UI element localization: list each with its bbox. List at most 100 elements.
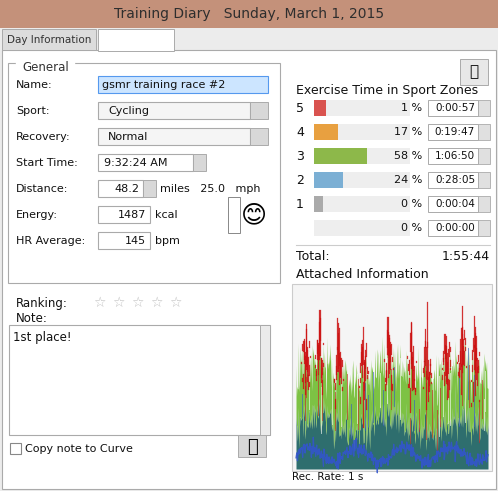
FancyBboxPatch shape: [314, 196, 410, 212]
FancyBboxPatch shape: [238, 435, 266, 457]
FancyBboxPatch shape: [314, 172, 410, 188]
Text: 0:00:57: 0:00:57: [435, 103, 475, 113]
FancyBboxPatch shape: [0, 0, 498, 28]
FancyBboxPatch shape: [428, 100, 478, 116]
FancyBboxPatch shape: [478, 124, 490, 140]
FancyBboxPatch shape: [8, 63, 280, 283]
Text: ☆: ☆: [131, 296, 143, 310]
FancyBboxPatch shape: [98, 76, 268, 93]
FancyBboxPatch shape: [9, 325, 270, 435]
Text: 9:32:24 AM: 9:32:24 AM: [104, 158, 167, 168]
Text: 0:00:00: 0:00:00: [435, 223, 475, 233]
FancyBboxPatch shape: [10, 443, 21, 454]
Text: 1:06:50: 1:06:50: [435, 151, 475, 161]
FancyBboxPatch shape: [314, 172, 343, 188]
Text: ▼: ▼: [197, 164, 201, 168]
Text: 58 %: 58 %: [394, 151, 422, 161]
Text: Normal: Normal: [108, 132, 148, 142]
Text: miles   25.0   mph: miles 25.0 mph: [160, 184, 260, 194]
FancyBboxPatch shape: [314, 148, 367, 164]
FancyBboxPatch shape: [250, 128, 268, 145]
Text: ▼: ▼: [262, 427, 268, 433]
Text: ▲: ▲: [482, 151, 486, 156]
FancyBboxPatch shape: [98, 232, 150, 249]
Text: 1 %: 1 %: [401, 103, 422, 113]
Text: Exercise 1: Exercise 1: [108, 36, 164, 46]
Text: Ranking:: Ranking:: [16, 297, 68, 309]
Text: Name:: Name:: [16, 80, 53, 90]
Text: 0 %: 0 %: [401, 199, 422, 209]
Text: 1487: 1487: [118, 210, 146, 220]
FancyBboxPatch shape: [98, 154, 193, 171]
Text: ☆: ☆: [169, 296, 181, 310]
Text: ▼: ▼: [482, 228, 486, 234]
FancyBboxPatch shape: [478, 100, 490, 116]
Text: Training Diary   Sunday, March 1, 2015: Training Diary Sunday, March 1, 2015: [114, 7, 384, 21]
FancyBboxPatch shape: [2, 29, 96, 50]
Text: ☆: ☆: [112, 296, 124, 310]
FancyBboxPatch shape: [98, 206, 150, 223]
FancyBboxPatch shape: [98, 29, 174, 51]
Text: Note:: Note:: [16, 312, 48, 326]
Text: Energy:: Energy:: [16, 210, 58, 220]
Text: 5: 5: [296, 102, 304, 114]
FancyBboxPatch shape: [314, 196, 323, 212]
Text: 1:55:44: 1:55:44: [442, 249, 490, 263]
FancyBboxPatch shape: [478, 196, 490, 212]
Text: ▼: ▼: [482, 133, 486, 137]
FancyBboxPatch shape: [2, 50, 496, 489]
Text: ☆: ☆: [93, 296, 106, 310]
Text: ▼: ▼: [482, 204, 486, 210]
Text: ▲: ▲: [482, 103, 486, 108]
FancyBboxPatch shape: [250, 102, 268, 119]
Text: Rec. Rate: 1 s: Rec. Rate: 1 s: [292, 472, 364, 482]
FancyBboxPatch shape: [314, 124, 410, 140]
FancyBboxPatch shape: [292, 284, 492, 471]
FancyBboxPatch shape: [428, 148, 478, 164]
Text: ▼: ▼: [482, 157, 486, 162]
Text: ▼: ▼: [482, 181, 486, 186]
Text: ▾: ▾: [256, 106, 262, 116]
FancyBboxPatch shape: [428, 220, 478, 236]
Text: ▾: ▾: [256, 132, 262, 142]
FancyBboxPatch shape: [428, 196, 478, 212]
Text: ▲: ▲: [482, 198, 486, 203]
Text: Copy note to Curve: Copy note to Curve: [25, 444, 133, 454]
Text: 4: 4: [296, 126, 304, 138]
Text: 3: 3: [296, 149, 304, 163]
FancyBboxPatch shape: [143, 180, 156, 197]
FancyBboxPatch shape: [314, 100, 327, 116]
Text: 1: 1: [296, 197, 304, 211]
Text: ▲: ▲: [197, 158, 201, 163]
FancyBboxPatch shape: [478, 172, 490, 188]
Text: HR Average:: HR Average:: [16, 236, 85, 246]
Text: gsmr training race #2: gsmr training race #2: [102, 80, 226, 90]
Text: 0:19:47: 0:19:47: [435, 127, 475, 137]
FancyBboxPatch shape: [460, 59, 488, 85]
Text: ▲: ▲: [482, 222, 486, 227]
FancyBboxPatch shape: [193, 154, 206, 171]
FancyBboxPatch shape: [98, 102, 250, 119]
Text: Distance:: Distance:: [16, 184, 68, 194]
Text: ▼: ▼: [147, 190, 151, 194]
FancyBboxPatch shape: [314, 148, 410, 164]
Text: ▲: ▲: [147, 184, 151, 189]
FancyBboxPatch shape: [478, 148, 490, 164]
Text: bpm: bpm: [155, 236, 180, 246]
Text: ▲: ▲: [262, 329, 268, 335]
Text: ▲: ▲: [482, 174, 486, 180]
Text: ▼: ▼: [482, 109, 486, 113]
Text: ☆: ☆: [150, 296, 162, 310]
FancyBboxPatch shape: [260, 325, 270, 435]
Text: Sport:: Sport:: [16, 106, 49, 116]
Text: General: General: [22, 60, 69, 74]
FancyBboxPatch shape: [98, 128, 250, 145]
FancyBboxPatch shape: [428, 124, 478, 140]
FancyBboxPatch shape: [228, 197, 240, 233]
Text: 17 %: 17 %: [394, 127, 422, 137]
FancyBboxPatch shape: [98, 180, 143, 197]
Text: Day Information: Day Information: [7, 35, 91, 45]
Text: Start Time:: Start Time:: [16, 158, 78, 168]
Text: Total:: Total:: [296, 249, 330, 263]
Text: 0:00:04: 0:00:04: [435, 199, 475, 209]
